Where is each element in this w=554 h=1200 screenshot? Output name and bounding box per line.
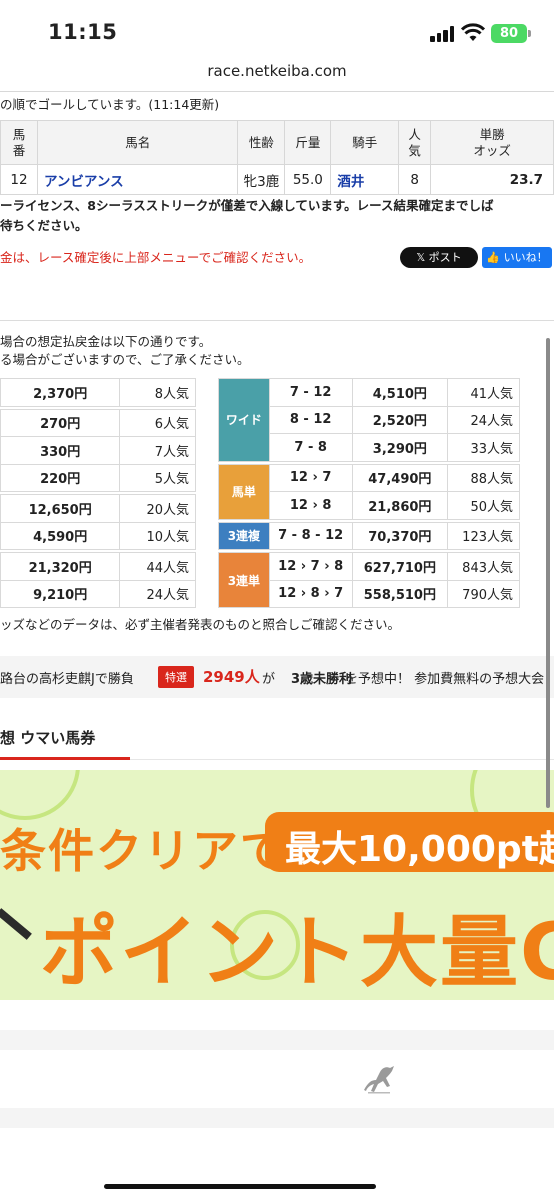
- home-indicator[interactable]: [104, 1184, 376, 1189]
- status-bar: 11:15 80: [0, 0, 554, 62]
- promo-banner[interactable]: 条件クリアで 最大10,000pt超 ポイント大量G: [0, 770, 554, 1000]
- table-row: 7 - 8 3,290円 33人気: [219, 433, 520, 462]
- participant-count: 2949人: [203, 668, 260, 686]
- divider: [0, 91, 554, 92]
- ticker-text: を予想中！ 参加費無料の予想大会: [345, 672, 545, 687]
- win-odds: 23.7: [430, 164, 554, 195]
- decor-circle: [230, 910, 300, 980]
- table-row: 270円 6人気: [0, 408, 196, 437]
- header-popularity: 人気: [398, 120, 432, 165]
- bet-type-wide: ワイド: [218, 378, 270, 462]
- horse-number: 12: [0, 164, 38, 195]
- table-row: 8 - 12 2,520円 24人気: [219, 405, 520, 434]
- header-horse-name: 馬名: [36, 120, 239, 165]
- thumbs-up-icon: 👍: [486, 251, 504, 264]
- bet-type-sanrentan: 3連単: [218, 552, 270, 608]
- result-table: 馬番 馬名 性齢 斤量 騎手 人気 単勝 オッズ 12 アンビアンス 牝3鹿 55…: [0, 120, 554, 195]
- payout-table-left: 2,370円 8人気 270円 6人気 330円 7人気 220円 5人気 12,650…: [0, 378, 196, 608]
- ticker-text: 路台の高杉吏麒Jで勝負: [0, 672, 134, 687]
- separator-band: [0, 1108, 554, 1128]
- x-post-button[interactable]: 𝕏 ポスト: [400, 247, 478, 268]
- sex-age: 牝3鹿: [237, 164, 286, 195]
- divider: [0, 320, 554, 321]
- table-row: 12 アンビアンス 牝3鹿 55.0 酒井 8 23.7: [0, 164, 554, 195]
- battery-nub: [528, 30, 531, 37]
- bet-type-sanrenpuku: 3連複: [218, 521, 270, 550]
- table-row: 220円 5人気: [0, 463, 196, 492]
- divider: [0, 759, 554, 760]
- featured-badge: 特選: [158, 666, 194, 688]
- facebook-like-button[interactable]: 👍 いいね！: [482, 247, 552, 268]
- header-sex-age: 性齢: [237, 120, 286, 165]
- clock: 11:15: [48, 20, 118, 44]
- payout-intro: 場合の想定払戻金は以下の通りです。 る場合がございますので、ご了承ください。: [0, 334, 250, 367]
- table-row: 21,320円 44人気: [0, 552, 196, 581]
- table-row: 12 › 8 › 7 558,510円 790人気: [219, 579, 520, 608]
- section-underline: [0, 757, 130, 760]
- payout-table-right: ワイド 7 - 12 4,510円 41人気 8 - 12 2,520円 24人気 7 …: [218, 378, 520, 608]
- banner-pill-text: 最大10,000pt超: [285, 829, 554, 870]
- decor-circle: [0, 770, 80, 820]
- ticker-text: が: [262, 672, 276, 687]
- result-header-row: 馬番 馬名 性齢 斤量 騎手 人気 単勝 オッズ: [0, 120, 554, 165]
- horse-logo-icon: [364, 1066, 394, 1094]
- bet-type-umatan: 馬単: [218, 463, 270, 520]
- header-num: 馬番: [0, 120, 38, 165]
- separator-band: [0, 1030, 554, 1050]
- goal-order-note: の順でゴールしています。(11:14更新): [0, 97, 220, 112]
- header-jockey: 騎手: [330, 120, 400, 165]
- jockey-link[interactable]: 酒井: [330, 164, 400, 195]
- table-row: 330円 7人気: [0, 436, 196, 465]
- popularity: 8: [398, 164, 432, 195]
- header-weight: 斤量: [284, 120, 332, 165]
- confirm-note: 金は、レース確定後に上部メニューでご確認ください。: [0, 250, 312, 265]
- table-row: 12 › 8 21,860円 50人気: [219, 491, 520, 520]
- x-icon: 𝕏: [416, 251, 429, 264]
- data-caution-note: ッズなどのデータは、必ず主催者発表のものと照合しご確認ください。: [0, 617, 401, 632]
- cellular-signal-icon: [430, 26, 455, 42]
- weight: 55.0: [284, 164, 332, 195]
- race-class: 3歳未勝利: [291, 672, 353, 687]
- photo-finish-note: ーライセンス、8シーラスストリークが僅差で入線しています。レース結果確定までしば…: [0, 198, 494, 233]
- table-row: ワイド 7 - 12 4,510円 41人気: [218, 378, 520, 462]
- table-row: 4,590円 10人気: [0, 521, 196, 550]
- table-row: 3連複 7 - 8 - 12 70,370円 123人気: [218, 521, 520, 550]
- banner-headline: 条件クリアで: [0, 824, 288, 878]
- scrollbar[interactable]: [546, 338, 550, 808]
- ticker-band: [0, 656, 554, 698]
- table-row: 3連単 12 › 7 › 8 627,710円 843人気: [218, 552, 520, 608]
- header-win-odds: 単勝 オッズ: [430, 120, 554, 165]
- battery-icon: 80: [491, 24, 527, 43]
- banner-main-text: ポイント大量G: [40, 908, 554, 998]
- wifi-icon: [461, 23, 485, 41]
- table-row: 9,210円 24人気: [0, 579, 196, 608]
- table-row: 12,650円 20人気: [0, 494, 196, 523]
- table-row: 2,370円 8人気: [0, 378, 196, 407]
- url-bar[interactable]: race.netkeiba.com: [207, 62, 347, 80]
- ticker[interactable]: 路台の高杉吏麒Jで勝負 特選 2949人 が 3歳未勝利 を予想中！ 参加費無料…: [0, 666, 554, 688]
- table-row: 馬単 12 › 7 47,490円 88人気: [218, 463, 520, 520]
- section-title: 想 ウマい馬券: [0, 729, 96, 747]
- decor-stroke: [0, 908, 32, 940]
- horse-name-link[interactable]: アンビアンス: [36, 164, 239, 195]
- banner-pill: [265, 812, 554, 872]
